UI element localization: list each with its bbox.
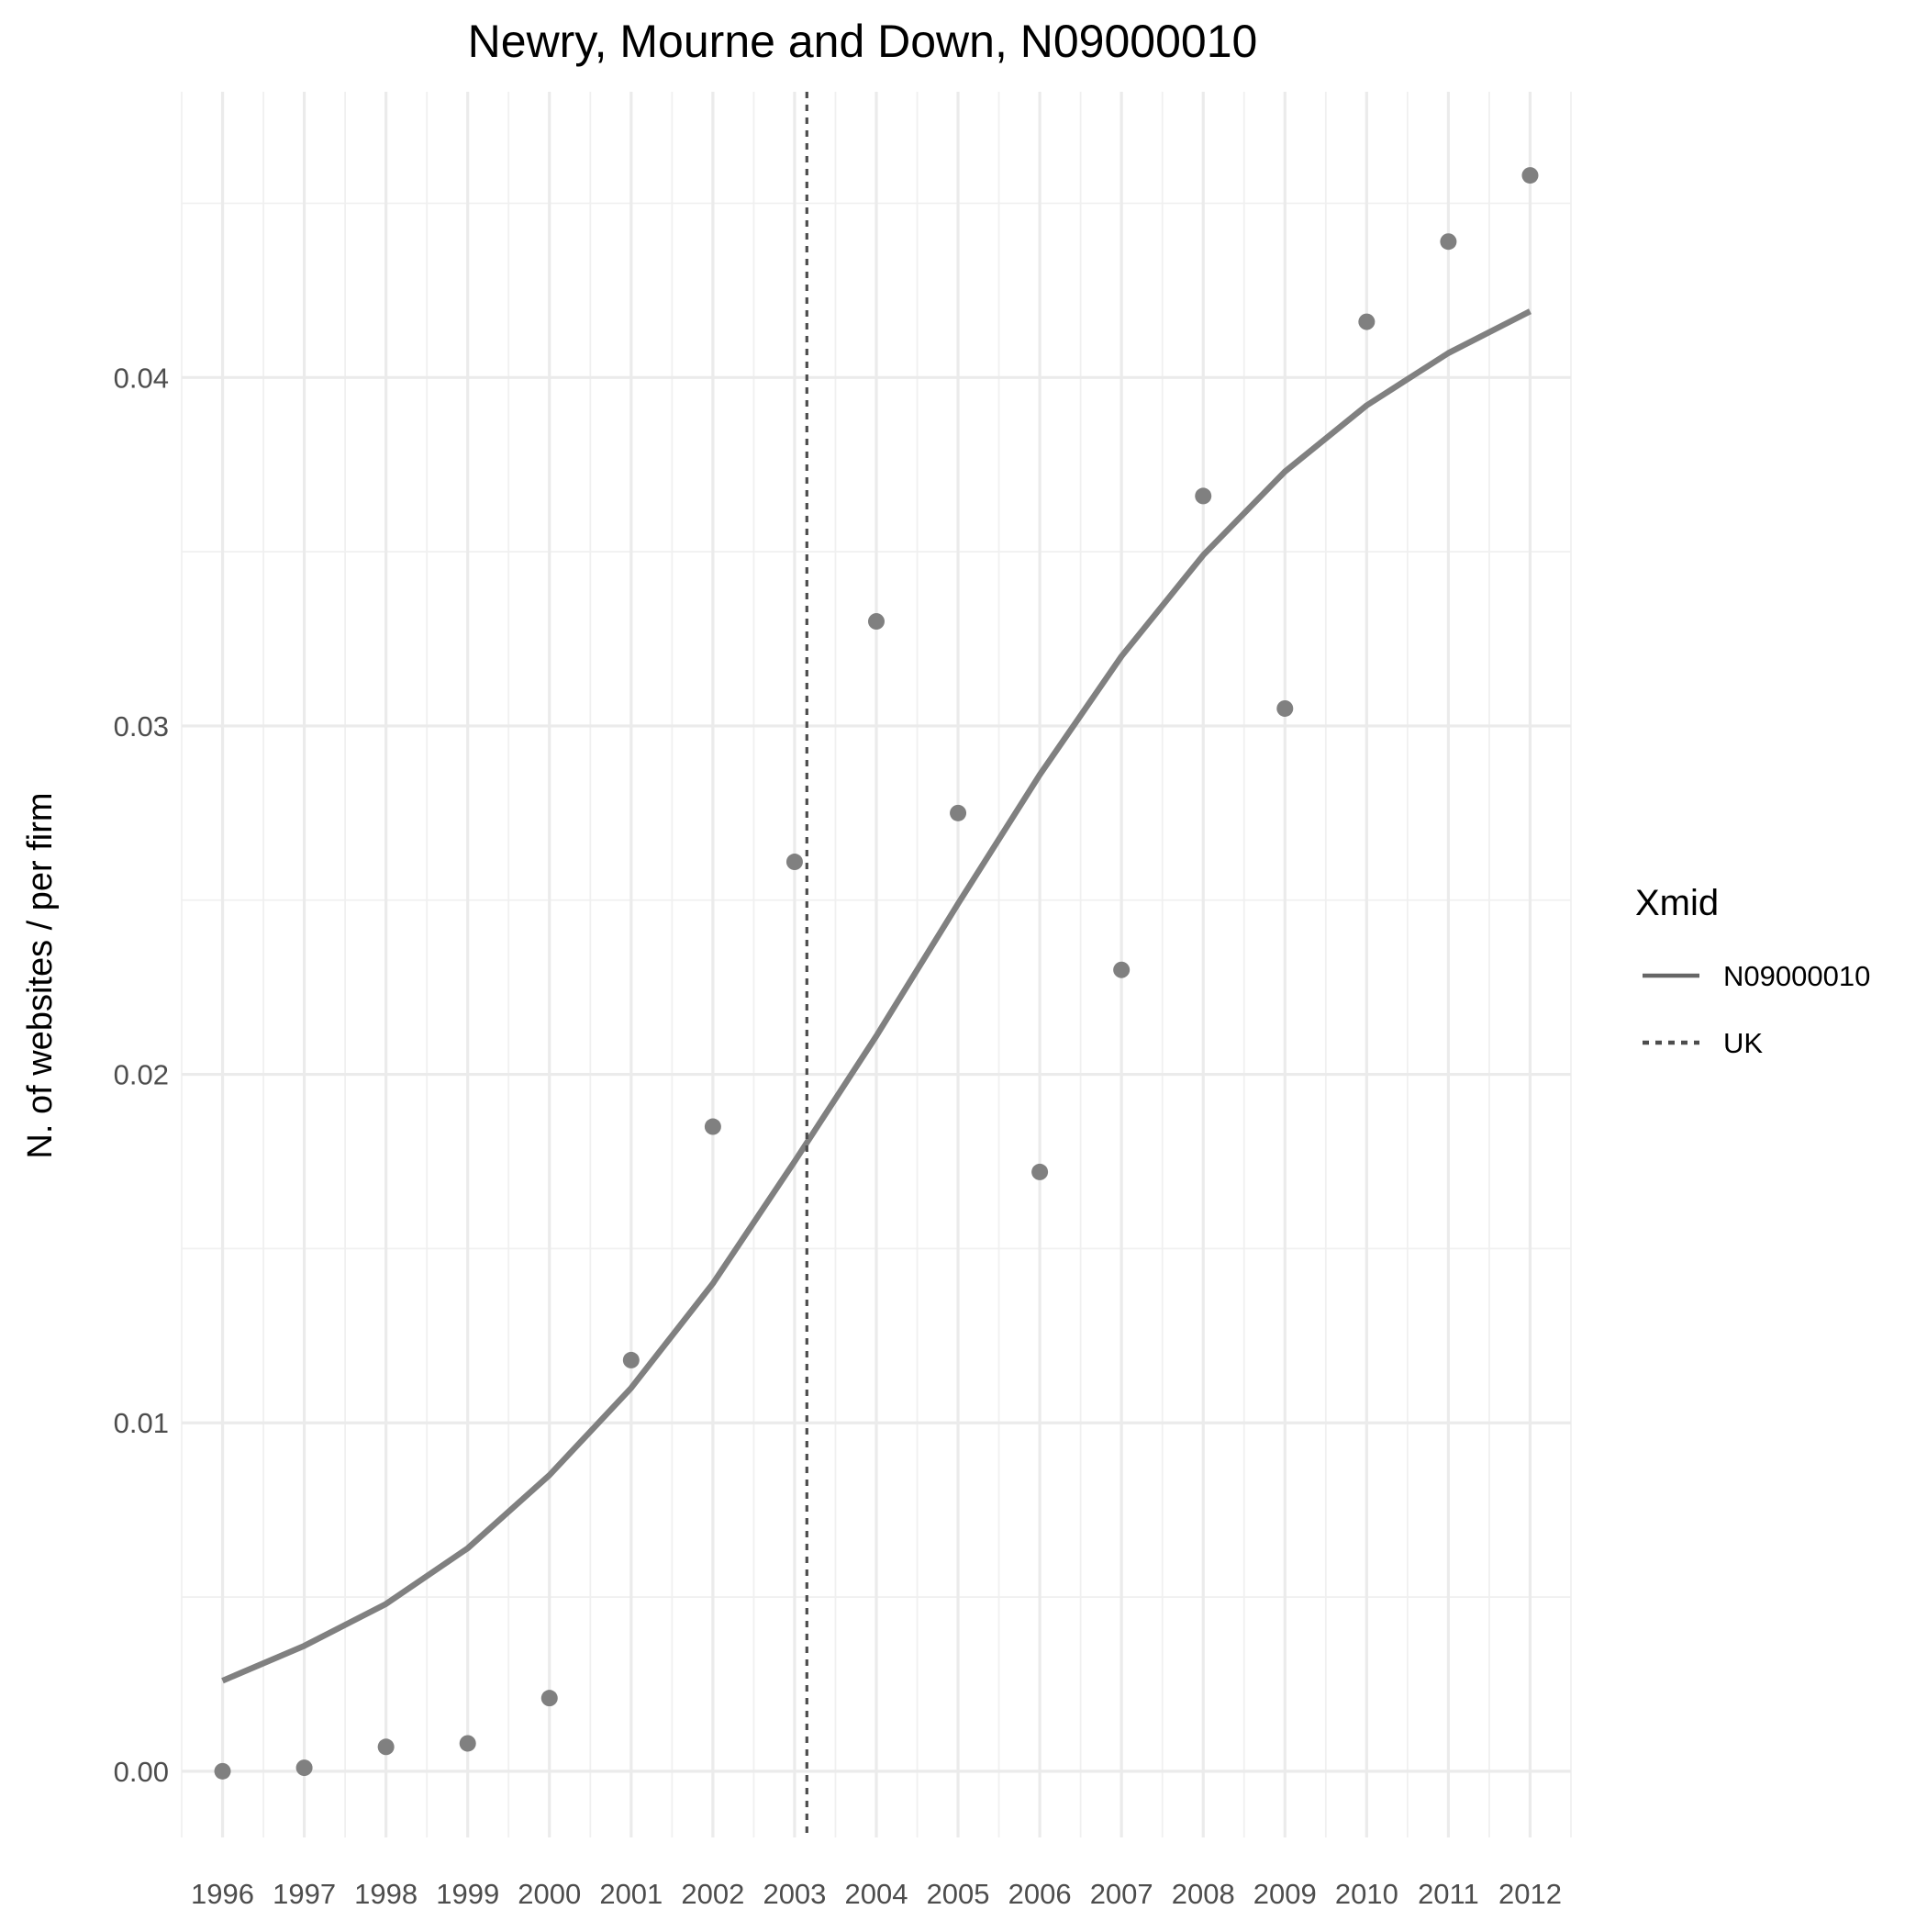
- x-tick-labels: 1996 1997 1998 1999 2000 2001 2002 2003 2004 2005…: [191, 1878, 1562, 1910]
- x-tick-label: 2004: [845, 1878, 908, 1910]
- data-point: [1031, 1163, 1049, 1180]
- x-tick-label: 1998: [354, 1878, 418, 1910]
- data-point: [1358, 313, 1376, 330]
- data-point: [459, 1735, 476, 1752]
- data-point: [214, 1762, 231, 1780]
- y-tick-label: 0.00: [114, 1756, 169, 1788]
- data-point: [785, 854, 803, 871]
- y-tick-label: 0.01: [114, 1407, 169, 1439]
- y-tick-label: 0.02: [114, 1059, 169, 1091]
- x-tick-label: 2001: [599, 1878, 663, 1910]
- chart-title: Newry, Mourne and Down, N09000010: [468, 16, 1258, 67]
- x-tick-label: 2005: [927, 1878, 990, 1910]
- x-tick-label: 2012: [1498, 1878, 1562, 1910]
- legend: Xmid N09000010 UK: [1635, 883, 1870, 1059]
- y-axis-title: N. of websites / per firm: [21, 792, 60, 1158]
- y-tick-label: 0.03: [114, 710, 169, 743]
- data-point: [622, 1351, 640, 1368]
- data-point: [1276, 699, 1294, 717]
- x-tick-label: 2000: [518, 1878, 581, 1910]
- series-line-N09000010: [221, 308, 1532, 1684]
- x-tick-label: 2006: [1008, 1878, 1072, 1910]
- series-points: [214, 167, 1539, 1780]
- data-point: [1440, 233, 1457, 251]
- y-tick-label: 0.04: [114, 362, 169, 394]
- legend-label-N09000010: N09000010: [1723, 960, 1870, 992]
- x-tick-label: 2009: [1253, 1878, 1317, 1910]
- data-point: [1521, 167, 1539, 184]
- x-tick-label: 2002: [681, 1878, 744, 1910]
- data-point: [295, 1759, 313, 1777]
- x-tick-label: 2007: [1090, 1878, 1153, 1910]
- legend-title: Xmid: [1635, 883, 1719, 923]
- y-tick-labels: 0.00 0.01 0.02 0.03 0.04: [114, 362, 169, 1788]
- data-point: [1195, 487, 1212, 505]
- x-tick-label: 2011: [1418, 1878, 1479, 1910]
- legend-label-UK: UK: [1723, 1027, 1763, 1059]
- x-tick-label: 1997: [273, 1878, 336, 1910]
- data-point: [540, 1690, 558, 1707]
- x-tick-label: 2008: [1172, 1878, 1235, 1910]
- series-lines: [221, 308, 1532, 1684]
- data-point: [377, 1738, 395, 1756]
- x-tick-label: 1996: [191, 1878, 254, 1910]
- x-tick-label: 1999: [436, 1878, 499, 1910]
- data-point: [868, 613, 885, 631]
- x-tick-label: 2003: [763, 1878, 826, 1910]
- grid: [181, 92, 1572, 1837]
- x-tick-label: 2010: [1335, 1878, 1398, 1910]
- data-point: [1113, 961, 1131, 978]
- data-point: [950, 804, 967, 821]
- data-point: [704, 1118, 721, 1135]
